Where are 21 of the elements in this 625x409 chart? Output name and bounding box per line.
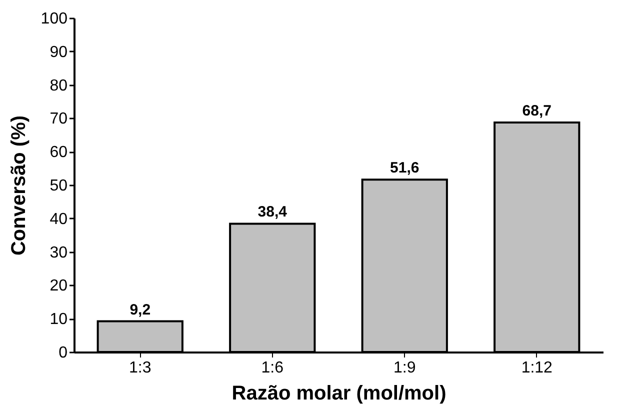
data-label: 51,6 — [390, 160, 420, 177]
data-label: 68,7 — [522, 102, 552, 120]
data-label: 9,2 — [130, 301, 151, 318]
x-tick-label: 1:6 — [261, 360, 284, 376]
y-tick-label: 100 — [40, 10, 68, 28]
x-tick-label: 1:9 — [394, 360, 416, 376]
y-tick-label: 20 — [50, 278, 68, 295]
y-tick-label: 10 — [50, 311, 68, 328]
y-tick-label: 0 — [58, 344, 68, 362]
y-tick-label: 90 — [50, 44, 68, 61]
data-label: 38,4 — [258, 204, 288, 221]
x-tick-label: 1:12 — [521, 360, 553, 376]
y-tick-label: 70 — [50, 110, 68, 128]
y-tick-label: 60 — [50, 144, 68, 162]
y-tick-label: 30 — [50, 244, 68, 262]
y-tick-label: 50 — [50, 178, 68, 194]
y-axis-title: Conversão (%) — [8, 115, 30, 256]
x-axis-title: Razão molar (mol/mol) — [232, 382, 446, 404]
x-tick-label: 1:3 — [129, 360, 152, 376]
y-tick-label: 80 — [50, 77, 68, 94]
y-tick-label: 40 — [50, 210, 68, 228]
